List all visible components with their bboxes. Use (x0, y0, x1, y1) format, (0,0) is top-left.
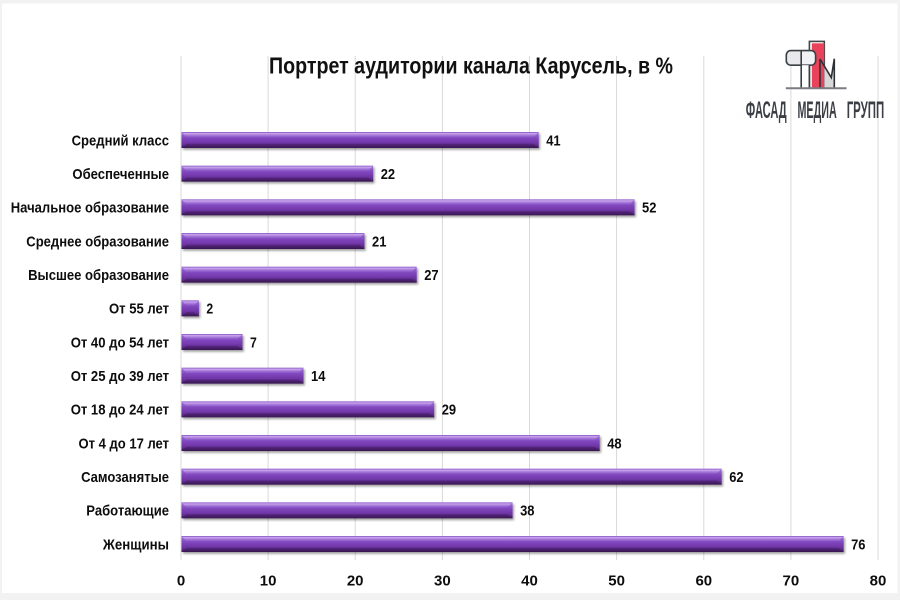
svg-text:От 4 до 17 лет: От 4 до 17 лет (79, 435, 170, 452)
svg-text:48: 48 (607, 435, 621, 452)
svg-text:От 18 до 24 лет: От 18 до 24 лет (71, 402, 169, 419)
svg-text:Среднее образование: Среднее образование (26, 233, 169, 250)
svg-text:От 40 до 54 лет: От 40 до 54 лет (71, 334, 169, 351)
svg-text:От 25 до 39 лет: От 25 до 39 лет (71, 368, 169, 385)
svg-text:60: 60 (695, 573, 712, 590)
svg-text:Портрет аудитории канала Карус: Портрет аудитории канала Карусель, в % (269, 53, 673, 79)
svg-text:ФАСАД: ФАСАД (746, 96, 787, 123)
svg-text:62: 62 (729, 469, 743, 486)
svg-text:50: 50 (608, 573, 625, 590)
svg-text:Обеспеченные: Обеспеченные (72, 166, 169, 183)
svg-text:7: 7 (250, 334, 257, 351)
svg-text:Средний класс: Средний класс (72, 132, 169, 149)
svg-text:Женщины: Женщины (102, 536, 169, 553)
svg-text:22: 22 (381, 166, 395, 183)
svg-text:Самозанятые: Самозанятые (81, 469, 169, 486)
svg-text:Работающие: Работающие (86, 503, 169, 520)
svg-text:От 55 лет: От 55 лет (109, 301, 169, 318)
svg-text:40: 40 (521, 573, 538, 590)
svg-text:0: 0 (177, 573, 185, 590)
svg-text:ГРУПП: ГРУПП (847, 96, 884, 123)
svg-text:Начальное образование: Начальное образование (11, 200, 169, 217)
svg-text:21: 21 (372, 233, 386, 250)
svg-text:41: 41 (546, 132, 560, 149)
svg-text:27: 27 (424, 267, 438, 284)
svg-text:20: 20 (347, 573, 364, 590)
svg-text:30: 30 (434, 573, 451, 590)
svg-text:2: 2 (206, 301, 213, 318)
svg-text:70: 70 (783, 573, 800, 590)
svg-text:80: 80 (870, 573, 887, 590)
svg-text:10: 10 (260, 573, 277, 590)
svg-text:Высшее образование: Высшее образование (28, 267, 169, 284)
svg-text:52: 52 (642, 200, 656, 217)
svg-text:38: 38 (520, 503, 534, 520)
svg-text:14: 14 (311, 368, 326, 385)
svg-text:МЕДИА: МЕДИА (798, 96, 837, 123)
svg-text:76: 76 (851, 536, 865, 553)
svg-text:29: 29 (442, 402, 456, 419)
